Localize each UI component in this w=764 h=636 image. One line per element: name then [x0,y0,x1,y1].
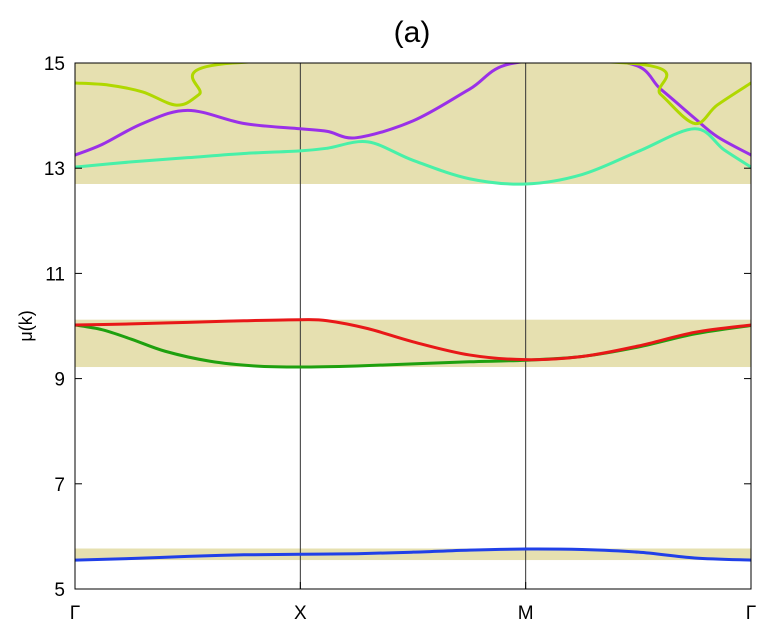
x-tick-label-2: X [294,603,307,624]
band-curve-5 [75,63,751,157]
band-region-2 [75,319,751,368]
band-region-3 [75,63,751,184]
chart-title: (a) [394,16,431,49]
plot-frame [74,62,752,590]
band-regions [75,63,751,561]
y-tick-label-1: 5 [54,580,65,601]
x-tick-label-3: M [518,603,534,624]
y-tick-label-3: 9 [54,370,65,391]
y-tick-label-2: 7 [54,475,65,496]
y-tick-label-6: 15 [44,54,65,75]
x-tick-label-1: Γ [70,603,80,624]
x-tick-label-4: Γ [746,603,756,624]
y-tick-label-5: 13 [44,159,65,180]
band-curve-1 [75,547,751,562]
dispersion-curves [75,63,751,562]
band-curve-6 [75,63,751,125]
band-curve-4 [75,127,751,186]
y-tick-label-4: 11 [45,264,65,285]
y-axis-label: μ(k) [16,310,36,341]
y-axis-ticks: 5 7 9 11 13 15 [44,54,751,601]
band-curve-3 [75,318,751,362]
band-region-1 [75,548,751,561]
